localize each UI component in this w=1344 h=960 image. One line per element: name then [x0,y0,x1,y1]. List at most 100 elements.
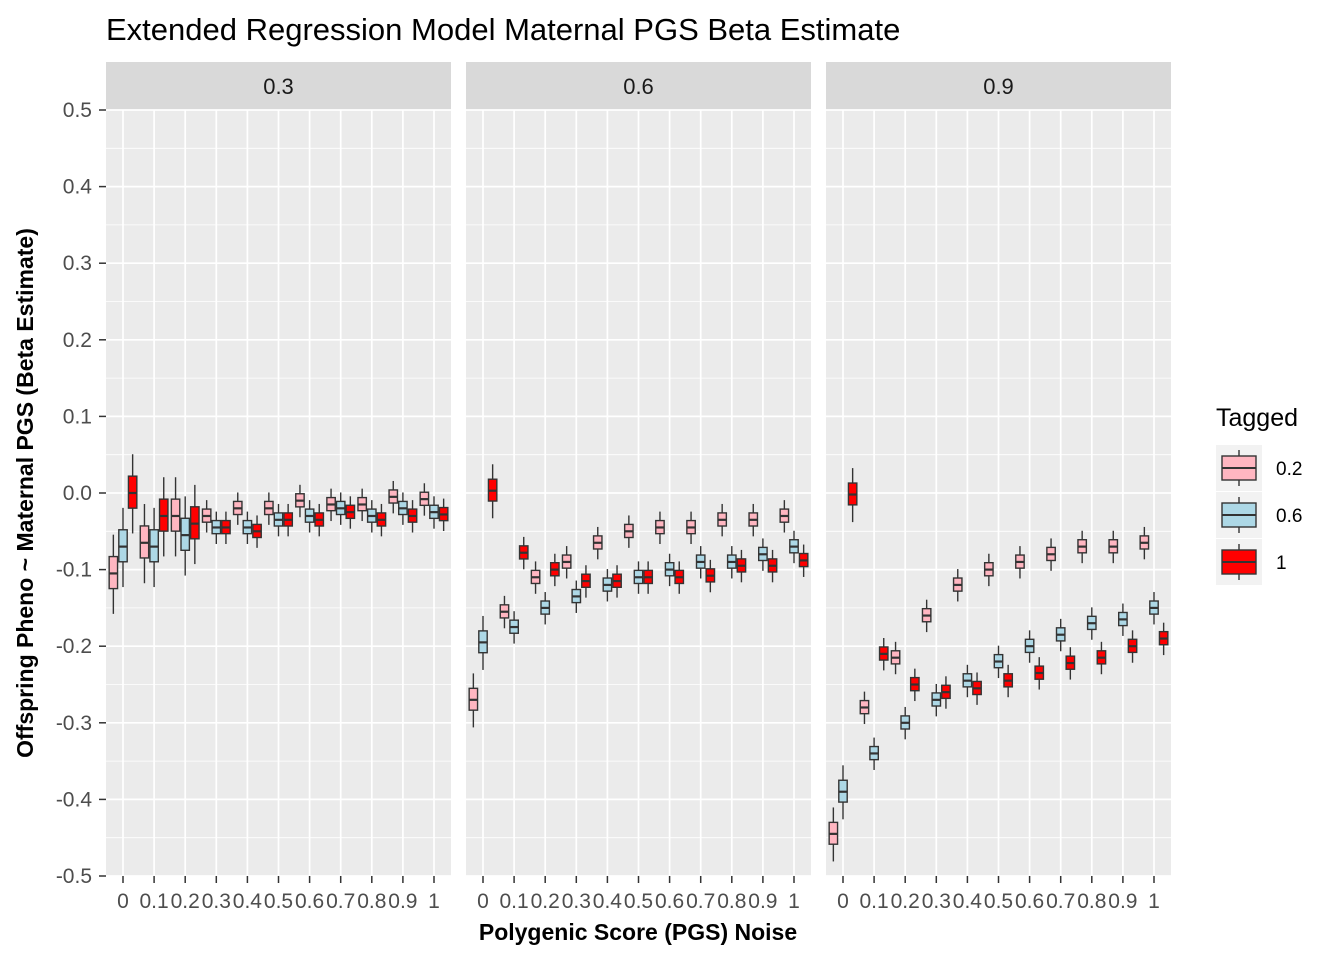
box-1-noise-0.6 [314,503,325,537]
box-0.2-noise-0.7 [1046,538,1056,571]
box-0.6-noise-0.5 [273,503,284,537]
x-tick-label: 0.7 [1046,890,1075,913]
box-1-noise-0.3 [581,565,591,598]
y-tick-label: -0.2 [56,635,92,658]
box-0.2-noise-0.9 [748,503,759,537]
x-tick-label: 0.2 [171,890,200,913]
box-0.6-noise-1 [1149,592,1159,625]
box-0.2-noise-0.9 [1108,530,1119,564]
box-0.2-noise-0.5 [623,515,634,548]
chart-title: Extended Regression Model Maternal PGS B… [106,12,900,47]
box-0.2-noise-0.1 [859,691,870,725]
x-tick-label: 0.6 [1015,890,1044,913]
legend-label: 0.2 [1276,459,1302,480]
x-tick-label: 0.3 [562,890,591,913]
y-tick-label: 0.0 [63,482,92,505]
box-0.2-noise-0.5 [983,553,994,587]
box-0.6-noise-0.9 [1118,603,1128,636]
box-0.6-noise-0 [118,507,128,588]
x-tick-label: 0.3 [922,890,951,913]
box-0.6-noise-0.9 [758,538,768,571]
box-0.2-noise-0.9 [388,480,399,514]
box-0.2-noise-0.8 [717,503,728,537]
box-1-noise-0.8 [376,503,387,537]
box-0.2-noise-0.8 [357,488,368,522]
box-0.2-noise-0.4 [232,492,243,525]
x-tick-label: 0 [477,890,489,913]
box-0.2-noise-0.7 [326,488,336,522]
x-tick-label: 0.8 [357,890,386,913]
legend-item-0.6: 0.6 [1216,492,1302,538]
box-0.6-noise-0.2 [180,496,191,576]
box-1-noise-0.6 [1034,657,1045,690]
x-tick-label: 0.7 [326,890,355,913]
box-0.2-noise-0 [468,673,479,728]
x-tick-label: 0.9 [748,890,777,913]
x-tick-label: 0.6 [655,890,684,913]
facet-strip [106,62,451,110]
box-0.2-noise-0.3 [561,546,572,579]
y-tick-label: 0.5 [63,99,92,122]
box-1-noise-0.7 [705,559,716,593]
box-1-noise-0 [127,454,138,534]
box-0.2-noise-0.1 [499,595,510,629]
box-0.6-noise-0.6 [304,500,315,533]
x-tick-label: 0.6 [295,890,324,913]
box-1-noise-0.3 [221,511,231,545]
box-1-noise-0.1 [158,477,169,557]
x-tick-label: 0.8 [1077,890,1106,913]
box-0.6-noise-0 [838,765,848,820]
y-axis: 0.5 0.4 0.3 0.2 0.1 0.0 -0.1 -0.2 -0.3 -0.4 -0.5 [56,99,106,888]
box-1-noise-0.1 [518,536,529,570]
facet-strip-label: 0.9 [983,74,1014,99]
box-0.2-noise-0.1 [139,504,150,584]
x-tick-label: 0 [837,890,849,913]
x-tick-label: 0.5 [984,890,1013,913]
box-0.2-noise-0.2 [530,561,541,594]
box-0.2-noise-0 [828,807,839,862]
box-1-noise-0.9 [767,549,778,583]
legend: Tagged 0.2 0.6 1 [1216,404,1302,585]
x-tick-label: 0 [117,890,129,913]
box-1-noise-0.5 [1003,664,1014,698]
x-tick-label: 0.2 [531,890,560,913]
box-0.2-noise-0.3 [921,599,932,633]
box-0.6-noise-0.6 [1024,630,1035,663]
box-0.6-noise-0 [478,615,488,670]
box-0.6-noise-0.2 [900,706,911,740]
box-0.6-noise-0.8 [366,500,377,533]
box-0.6-noise-1 [429,496,439,529]
box-1-noise-0.2 [549,553,560,587]
box-0.2-noise-0.5 [263,492,274,525]
box-0.6-noise-0.9 [398,492,408,525]
x-tick-label: 0.9 [1108,890,1137,913]
box-0.6-noise-0.3 [931,683,942,717]
x-tick-label: 1 [428,890,440,913]
box-1-noise-0.6 [674,561,685,594]
y-tick-label: -0.5 [56,865,92,888]
box-0.2-noise-0.2 [170,477,181,557]
box-0.6-noise-0.4 [602,569,613,602]
x-tick-label: 0.4 [233,890,263,913]
box-0.2-noise-0.4 [592,526,603,560]
box-0.6-noise-1 [789,530,799,564]
y-tick-label: 0.1 [63,405,92,428]
box-0.2-noise-0.4 [952,569,963,602]
box-1-noise-0.4 [972,672,982,705]
box-0.6-noise-0.4 [962,664,973,698]
x-tick-label: 0.9 [388,890,417,913]
box-0.6-noise-0.2 [540,592,551,625]
box-0.2-noise-0.2 [890,641,901,675]
box-0.6-noise-0.8 [726,546,737,579]
box-1-noise-0.5 [643,561,654,594]
box-0.2-noise-0.6 [1015,546,1025,579]
box-0.2-noise-1 [779,500,790,533]
box-1-noise-1 [798,544,809,577]
legend-label: 0.6 [1276,506,1302,527]
box-1-noise-0.9 [407,500,418,533]
box-0.6-noise-0.6 [664,553,675,587]
box-1-noise-0.2 [909,668,920,702]
x-tick-label: 0.8 [717,890,746,913]
box-0.6-noise-0.5 [633,561,644,594]
box-1-noise-0 [847,468,858,523]
